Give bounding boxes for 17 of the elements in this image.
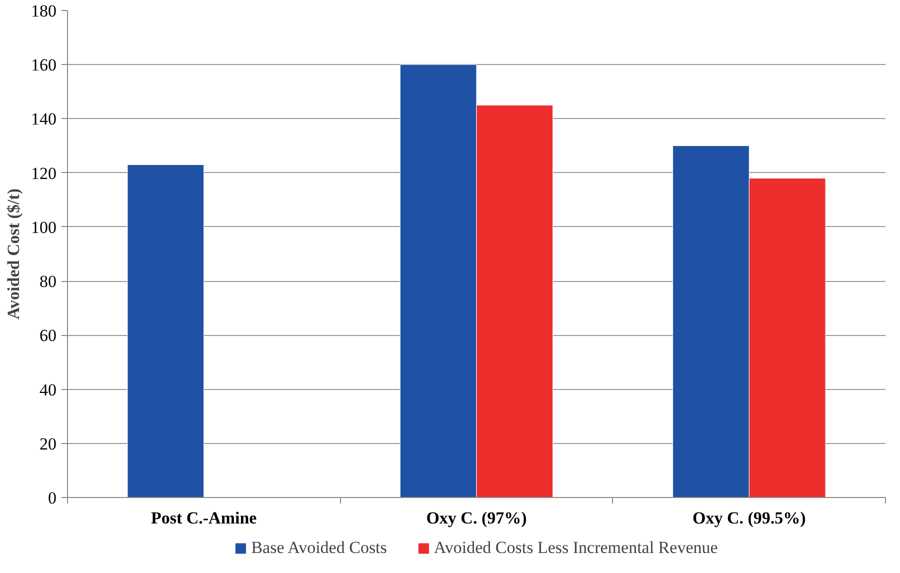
y-tick-label: 160 — [31, 56, 56, 75]
x-tick-label: Oxy C. (99.5%) — [692, 508, 806, 528]
x-tick-label: Oxy C. (97%) — [426, 508, 527, 528]
y-axis-title: Avoided Cost ($/t) — [4, 188, 23, 320]
legend-label: Avoided Costs Less Incremental Revenue — [434, 538, 718, 558]
y-tick-label: 60 — [40, 326, 56, 346]
x-tick-label: Post C.-Amine — [150, 508, 258, 528]
y-tick-label: 80 — [40, 272, 56, 292]
legend-label: Base Avoided Costs — [251, 538, 387, 558]
y-tick-label: 20 — [40, 434, 56, 454]
y-tick-label: 120 — [31, 164, 56, 183]
bar — [127, 164, 204, 498]
y-tick-label: 180 — [31, 2, 56, 20]
y-tick-label: 100 — [31, 218, 56, 237]
y-tick-label: 40 — [40, 380, 56, 400]
y-tick-label: 140 — [31, 110, 56, 129]
y-tick-label: 0 — [48, 488, 56, 508]
